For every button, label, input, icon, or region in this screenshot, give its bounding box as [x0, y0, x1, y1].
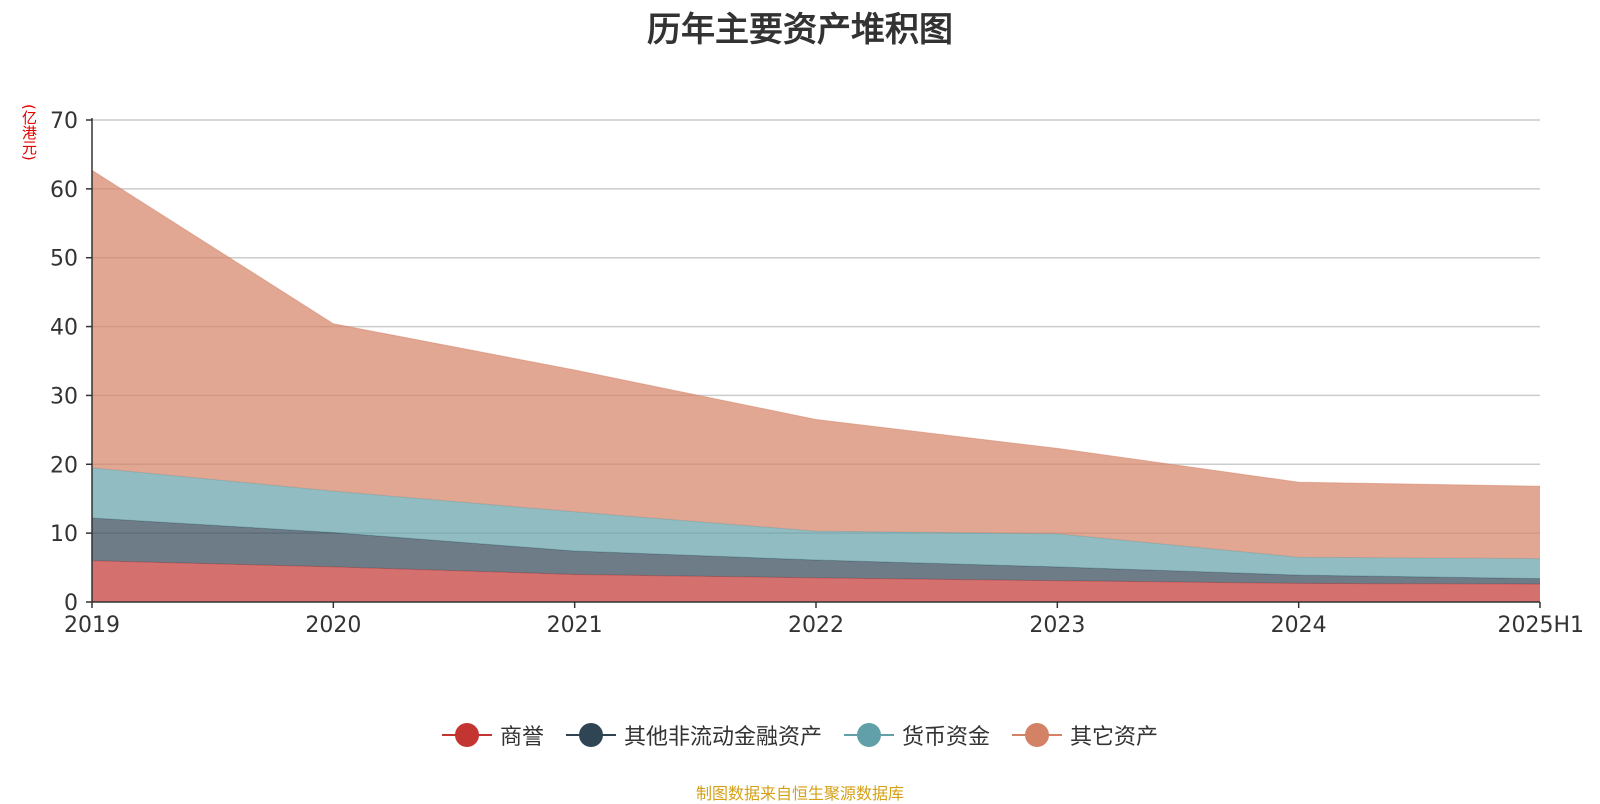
x-tick-label: 2019	[64, 613, 120, 638]
area-series-3	[92, 467, 1540, 579]
legend-item-2[interactable]: 其他非流动金融资产	[565, 719, 822, 751]
area-series-4	[92, 170, 1540, 559]
x-tick-label: 2020	[305, 613, 361, 638]
legend-marker-icon	[1012, 722, 1063, 748]
y-tick-label: 60	[50, 178, 78, 203]
legend-item-1[interactable]: 商誉	[441, 719, 544, 751]
legend-label: 货币资金	[902, 725, 991, 750]
y-tick-label: 40	[50, 316, 78, 341]
y-tick-label: 10	[50, 522, 78, 547]
legend-marker-icon	[441, 722, 492, 748]
axes: 0 10 20 30 40 50 60 70 2019 2020 2021 2022 2023 2024 2…	[50, 109, 1584, 638]
area-series-layer	[91, 169, 1541, 602]
x-tick-label: 2022	[788, 613, 844, 638]
y-tick-label: 70	[50, 109, 78, 134]
legend-marker-icon	[565, 722, 616, 748]
area-series-2	[92, 518, 1540, 585]
y-tick-label: 0	[64, 591, 78, 616]
legend-marker-icon	[844, 722, 894, 748]
y-axis-unit-label: (亿港元)	[20, 104, 38, 161]
legend-item-4[interactable]: 其它资产	[1012, 719, 1158, 751]
x-tick-label: 2025H1	[1497, 613, 1584, 638]
stacked-area-chart: 0 10 20 30 40 50 60 70 2019 2020 2021 2022 2023 2024 2…	[50, 109, 1584, 638]
y-tick-label: 30	[50, 384, 78, 409]
y-tick-label: 20	[50, 453, 78, 478]
legend-label: 其它资产	[1070, 725, 1159, 750]
area-series-edge-4	[91, 169, 1541, 487]
x-tick-label: 2021	[547, 613, 603, 638]
legend-item-3[interactable]: 货币资金	[844, 719, 990, 751]
legend-label: 商誉	[499, 725, 544, 750]
chart-title: 历年主要资产堆积图	[647, 10, 953, 50]
source-note: 制图数据来自恒生聚源数据库	[695, 784, 904, 803]
legend-label: 其他非流动金融资产	[623, 725, 822, 750]
y-tick-label: 50	[50, 247, 78, 272]
x-tick-label: 2023	[1029, 613, 1085, 638]
legend: 商誉 其他非流动金融资产 货币资金 其它资产	[0, 718, 1600, 752]
x-tick-label: 2024	[1271, 613, 1327, 638]
